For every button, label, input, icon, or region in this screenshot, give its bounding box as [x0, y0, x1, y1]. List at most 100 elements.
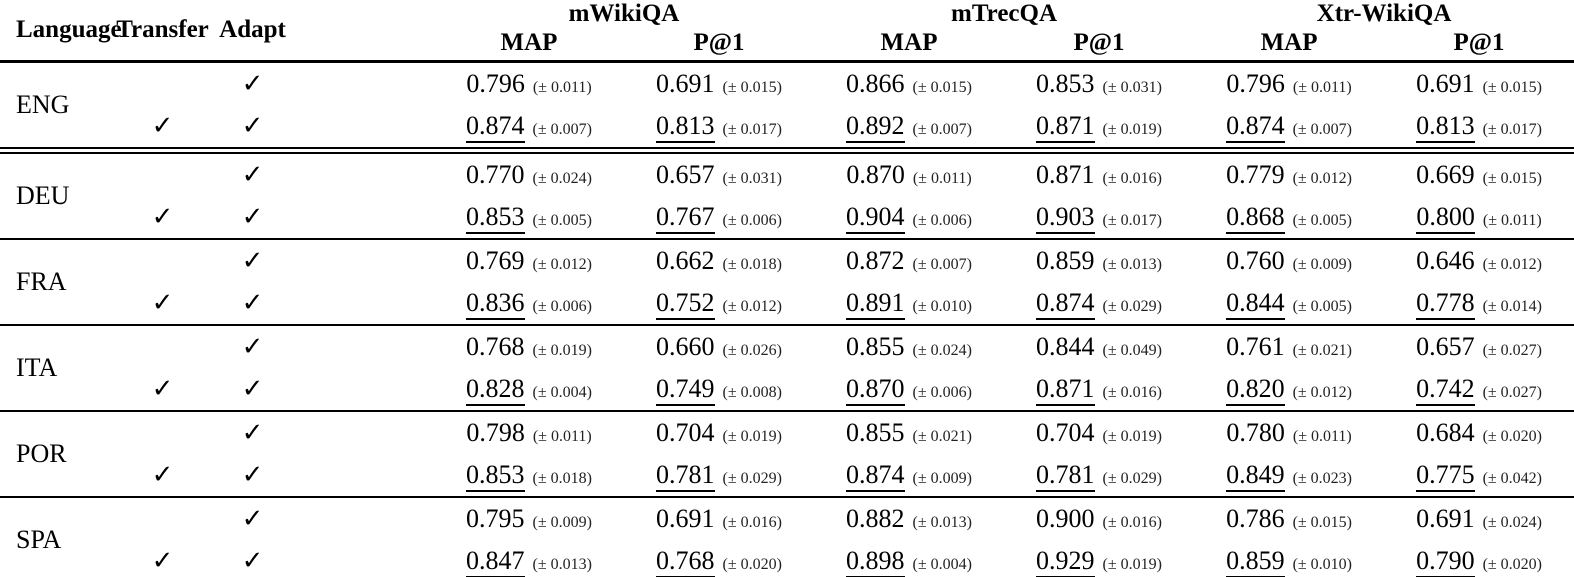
score-stddev: (± 0.027)	[1482, 384, 1542, 401]
value-cell: 0.768 (± 0.020)	[624, 540, 814, 577]
value-cell: 0.859 (± 0.013)	[1004, 239, 1194, 282]
value-cell: 0.853 (± 0.018)	[434, 454, 624, 497]
score-value: 0.903	[1036, 202, 1095, 234]
value-cell: 0.768 (± 0.019)	[434, 325, 624, 368]
spacer-cell	[295, 0, 434, 62]
score-value: 0.657	[656, 160, 715, 189]
score-stddev: (± 0.017)	[1482, 121, 1542, 138]
adapt-check-cell: ✓	[210, 105, 295, 151]
table-row: FRA ✓ 0.769 (± 0.012) 0.662 (± 0.018) 0.872 (± …	[0, 239, 1574, 296]
score-value: 0.828	[466, 374, 525, 406]
score-stddev: (± 0.016)	[1102, 514, 1162, 531]
value-cell: 0.684 (± 0.020)	[1384, 411, 1574, 454]
score-stddev: (± 0.011)	[532, 79, 592, 96]
score-stddev: (± 0.026)	[722, 342, 782, 359]
score-stddev: (± 0.016)	[722, 514, 782, 531]
transfer-check-cell	[115, 151, 210, 197]
value-cell: 0.662 (± 0.018)	[624, 239, 814, 282]
score-stddev: (± 0.007)	[532, 121, 592, 138]
score-value: 0.855	[846, 332, 905, 361]
score-value: 0.691	[1416, 69, 1475, 98]
value-cell: 0.786 (± 0.015)	[1194, 497, 1384, 540]
score-stddev: (± 0.006)	[532, 298, 592, 315]
table-row: ✓ ✓ 0.853 (± 0.005) 0.767 (± 0.006) 0.904 (± 0.…	[0, 196, 1574, 239]
score-stddev: (± 0.029)	[1102, 470, 1162, 487]
score-stddev: (± 0.006)	[912, 212, 972, 229]
score-value: 0.859	[1036, 246, 1095, 275]
score-value: 0.900	[1036, 504, 1095, 533]
language-section: ENG ✓ 0.796 (± 0.011) 0.691 (± 0.015) 0.866 (± …	[0, 62, 1574, 151]
table-row: ENG ✓ 0.796 (± 0.011) 0.691 (± 0.015) 0.866 (± …	[0, 62, 1574, 119]
score-value: 0.892	[846, 111, 905, 143]
spacer-cell	[295, 196, 434, 239]
score-value: 0.786	[1226, 504, 1285, 533]
score-stddev: (± 0.011)	[532, 428, 592, 445]
value-cell: 0.903 (± 0.017)	[1004, 196, 1194, 239]
score-value: 0.796	[1226, 69, 1285, 98]
score-value: 0.874	[1226, 111, 1285, 143]
table-row: ✓ ✓ 0.874 (± 0.007) 0.813 (± 0.017) 0.892 (± 0.…	[0, 105, 1574, 151]
score-stddev: (± 0.020)	[1482, 428, 1542, 445]
score-stddev: (± 0.005)	[1292, 298, 1352, 315]
score-stddev: (± 0.012)	[722, 298, 782, 315]
score-value: 0.646	[1416, 246, 1475, 275]
transfer-check-cell	[115, 239, 210, 282]
score-value: 0.691	[656, 69, 715, 98]
value-cell: 0.691 (± 0.016)	[624, 497, 814, 540]
column-header-transfer: Transfer	[116, 16, 209, 44]
score-stddev: (± 0.018)	[532, 470, 592, 487]
value-cell: 0.874 (± 0.029)	[1004, 282, 1194, 325]
score-stddev: (± 0.008)	[722, 384, 782, 401]
score-stddev: (± 0.015)	[1292, 514, 1352, 531]
table-row: DEU ✓ 0.770 (± 0.024) 0.657 (± 0.031) 0.870 (± …	[0, 151, 1574, 210]
score-stddev: (± 0.012)	[1482, 256, 1542, 273]
score-value: 0.872	[846, 246, 905, 275]
score-value: 0.813	[1416, 111, 1475, 143]
score-value: 0.778	[1416, 288, 1475, 320]
score-value: 0.874	[846, 460, 905, 492]
score-value: 0.779	[1226, 160, 1285, 189]
score-stddev: (± 0.010)	[912, 298, 972, 315]
score-value: 0.691	[1416, 504, 1475, 533]
score-value: 0.853	[466, 460, 525, 492]
value-cell: 0.853 (± 0.031)	[1004, 62, 1194, 106]
table-row: ✓ ✓ 0.847 (± 0.013) 0.768 (± 0.020) 0.898 (± 0.…	[0, 540, 1574, 577]
score-stddev: (± 0.020)	[722, 556, 782, 573]
score-value: 0.882	[846, 504, 905, 533]
value-cell: 0.781 (± 0.029)	[1004, 454, 1194, 497]
value-cell: 0.646 (± 0.012)	[1384, 239, 1574, 282]
score-value: 0.870	[846, 374, 905, 406]
score-stddev: (± 0.012)	[1292, 170, 1352, 187]
score-stddev: (± 0.009)	[532, 514, 592, 531]
score-value: 0.795	[466, 504, 525, 533]
score-stddev: (± 0.012)	[1292, 384, 1352, 401]
score-stddev: (± 0.007)	[912, 256, 972, 273]
score-stddev: (± 0.023)	[1292, 470, 1352, 487]
score-value: 0.866	[846, 69, 905, 98]
spacer-cell	[295, 151, 434, 197]
score-value: 0.704	[656, 418, 715, 447]
checkmark-icon: ✓	[241, 460, 264, 489]
score-value: 0.780	[1226, 418, 1285, 447]
score-value: 0.929	[1036, 546, 1095, 577]
score-stddev: (± 0.006)	[722, 212, 782, 229]
checkmark-icon: ✓	[241, 332, 264, 361]
score-value: 0.752	[656, 288, 715, 320]
value-cell: 0.874 (± 0.009)	[814, 454, 1004, 497]
score-stddev: (± 0.019)	[532, 342, 592, 359]
score-stddev: (± 0.020)	[1482, 556, 1542, 573]
language-label: POR	[16, 439, 67, 468]
score-value: 0.871	[1036, 111, 1095, 143]
language-section: ITA ✓ 0.768 (± 0.019) 0.660 (± 0.026) 0.855 (± …	[0, 325, 1574, 411]
checkmark-icon: ✓	[241, 69, 264, 98]
score-value: 0.684	[1416, 418, 1475, 447]
spacer-cell	[295, 105, 434, 151]
score-stddev: (± 0.004)	[532, 384, 592, 401]
group-header-mwikiqa: mWikiQA	[568, 0, 680, 28]
score-value: 0.874	[466, 111, 525, 143]
score-stddev: (± 0.019)	[1102, 121, 1162, 138]
spacer-cell	[295, 325, 434, 368]
group-header-mtrecqa: mTrecQA	[951, 0, 1058, 28]
score-stddev: (± 0.015)	[1482, 79, 1542, 96]
score-value: 0.844	[1226, 288, 1285, 320]
